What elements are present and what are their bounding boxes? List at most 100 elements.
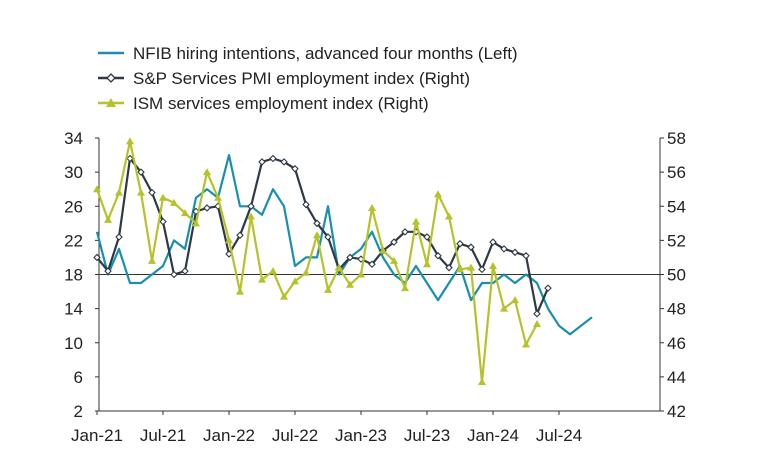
right-tick-label: 48 (667, 300, 686, 319)
point-sp-pmi (401, 228, 409, 236)
point-ism (390, 256, 398, 264)
point-sp-pmi (269, 154, 277, 163)
legend-label-nfib: NFIB hiring intentions, advanced four mo… (133, 44, 518, 63)
x-tick-label: Jan-23 (335, 426, 387, 445)
point-ism (269, 267, 277, 275)
point-ism (104, 215, 112, 223)
point-ism (401, 284, 409, 292)
point-ism (533, 319, 541, 327)
point-ism (225, 236, 233, 244)
point-ism (423, 260, 431, 268)
right-tick-label: 50 (667, 266, 686, 285)
point-ism (203, 168, 211, 176)
point-sp-pmi (93, 253, 101, 262)
right-tick-label: 54 (667, 197, 686, 216)
point-sp-pmi (478, 265, 486, 274)
point-sp-pmi (489, 238, 497, 246)
point-ism (159, 193, 167, 201)
x-tick-label: Jul-24 (536, 426, 582, 445)
right-tick-label: 46 (667, 334, 686, 353)
point-ism (214, 193, 222, 201)
point-sp-pmi (434, 251, 442, 260)
point-sp-pmi (445, 263, 453, 272)
right-tick-label: 56 (667, 163, 686, 182)
point-ism (170, 198, 178, 206)
left-tick-label: 10 (64, 334, 83, 353)
point-ism (357, 270, 365, 278)
series-line-nfib (95, 154, 593, 336)
left-tick-label: 34 (64, 129, 83, 148)
point-ism (368, 203, 376, 211)
point-ism (522, 340, 530, 348)
point-sp-pmi (324, 233, 332, 241)
point-sp-pmi (423, 233, 431, 241)
right-tick-label: 58 (667, 129, 686, 148)
point-sp-pmi (170, 270, 178, 279)
point-sp-pmi (247, 202, 255, 211)
point-ism (126, 137, 134, 145)
legend-marker-sp-pmi (106, 73, 116, 83)
point-sp-pmi (137, 168, 145, 176)
left-tick-label: 18 (64, 266, 83, 285)
point-sp-pmi (544, 284, 552, 292)
point-ism (313, 231, 321, 239)
point-sp-pmi (115, 233, 123, 241)
legend: NFIB hiring intentions, advanced four mo… (98, 44, 518, 113)
point-sp-pmi (203, 204, 211, 212)
point-ism (236, 287, 244, 295)
point-ism (93, 185, 101, 193)
x-tick-label: Jul-23 (404, 426, 450, 445)
point-sp-pmi (181, 267, 189, 275)
point-sp-pmi (313, 219, 321, 228)
point-sp-pmi (236, 231, 244, 240)
legend-label-ism: ISM services employment index (Right) (133, 94, 429, 113)
point-sp-pmi (533, 309, 541, 318)
x-tick-label: Jul-22 (272, 426, 318, 445)
point-ism (280, 292, 288, 300)
point-ism (412, 217, 420, 225)
right-tick-label: 52 (667, 231, 686, 250)
legend-label-sp-pmi: S&P Services PMI employment index (Right… (133, 69, 470, 88)
point-ism (324, 285, 332, 293)
x-tick-label: Jul-21 (140, 426, 186, 445)
point-sp-pmi (511, 248, 519, 257)
point-ism (511, 296, 519, 304)
series (93, 137, 593, 385)
point-ism (115, 188, 123, 196)
point-ism (302, 268, 310, 276)
point-ism (291, 277, 299, 285)
x-tick-label: Jan-21 (71, 426, 123, 445)
point-ism (247, 212, 255, 220)
left-tick-label: 2 (74, 402, 83, 421)
x-tick-label: Jan-24 (467, 426, 519, 445)
left-tick-label: 22 (64, 231, 83, 250)
legend-marker-ism (106, 98, 116, 107)
axes: 2610141822263034424446485052545658Jan-21… (64, 129, 686, 445)
point-ism (500, 304, 508, 312)
point-sp-pmi (467, 243, 475, 251)
point-sp-pmi (368, 260, 376, 269)
point-sp-pmi (104, 267, 112, 275)
point-ism (137, 188, 145, 196)
point-sp-pmi (126, 154, 134, 163)
point-sp-pmi (456, 240, 464, 248)
point-ism (445, 212, 453, 220)
right-tick-label: 42 (667, 402, 686, 421)
point-ism (456, 265, 464, 273)
left-tick-label: 26 (64, 197, 83, 216)
point-sp-pmi (302, 200, 310, 209)
right-tick-label: 44 (667, 368, 686, 387)
point-sp-pmi (346, 253, 354, 262)
point-ism (148, 256, 156, 264)
x-tick-label: Jan-22 (203, 426, 255, 445)
point-sp-pmi (159, 217, 167, 226)
left-tick-label: 6 (74, 368, 83, 387)
left-tick-label: 14 (64, 300, 83, 319)
series-line-sp-pmi (96, 157, 550, 315)
point-ism (467, 263, 475, 271)
series-line-ism (95, 140, 538, 384)
point-ism (335, 263, 343, 271)
point-ism (489, 261, 497, 269)
point-sp-pmi (291, 164, 299, 173)
